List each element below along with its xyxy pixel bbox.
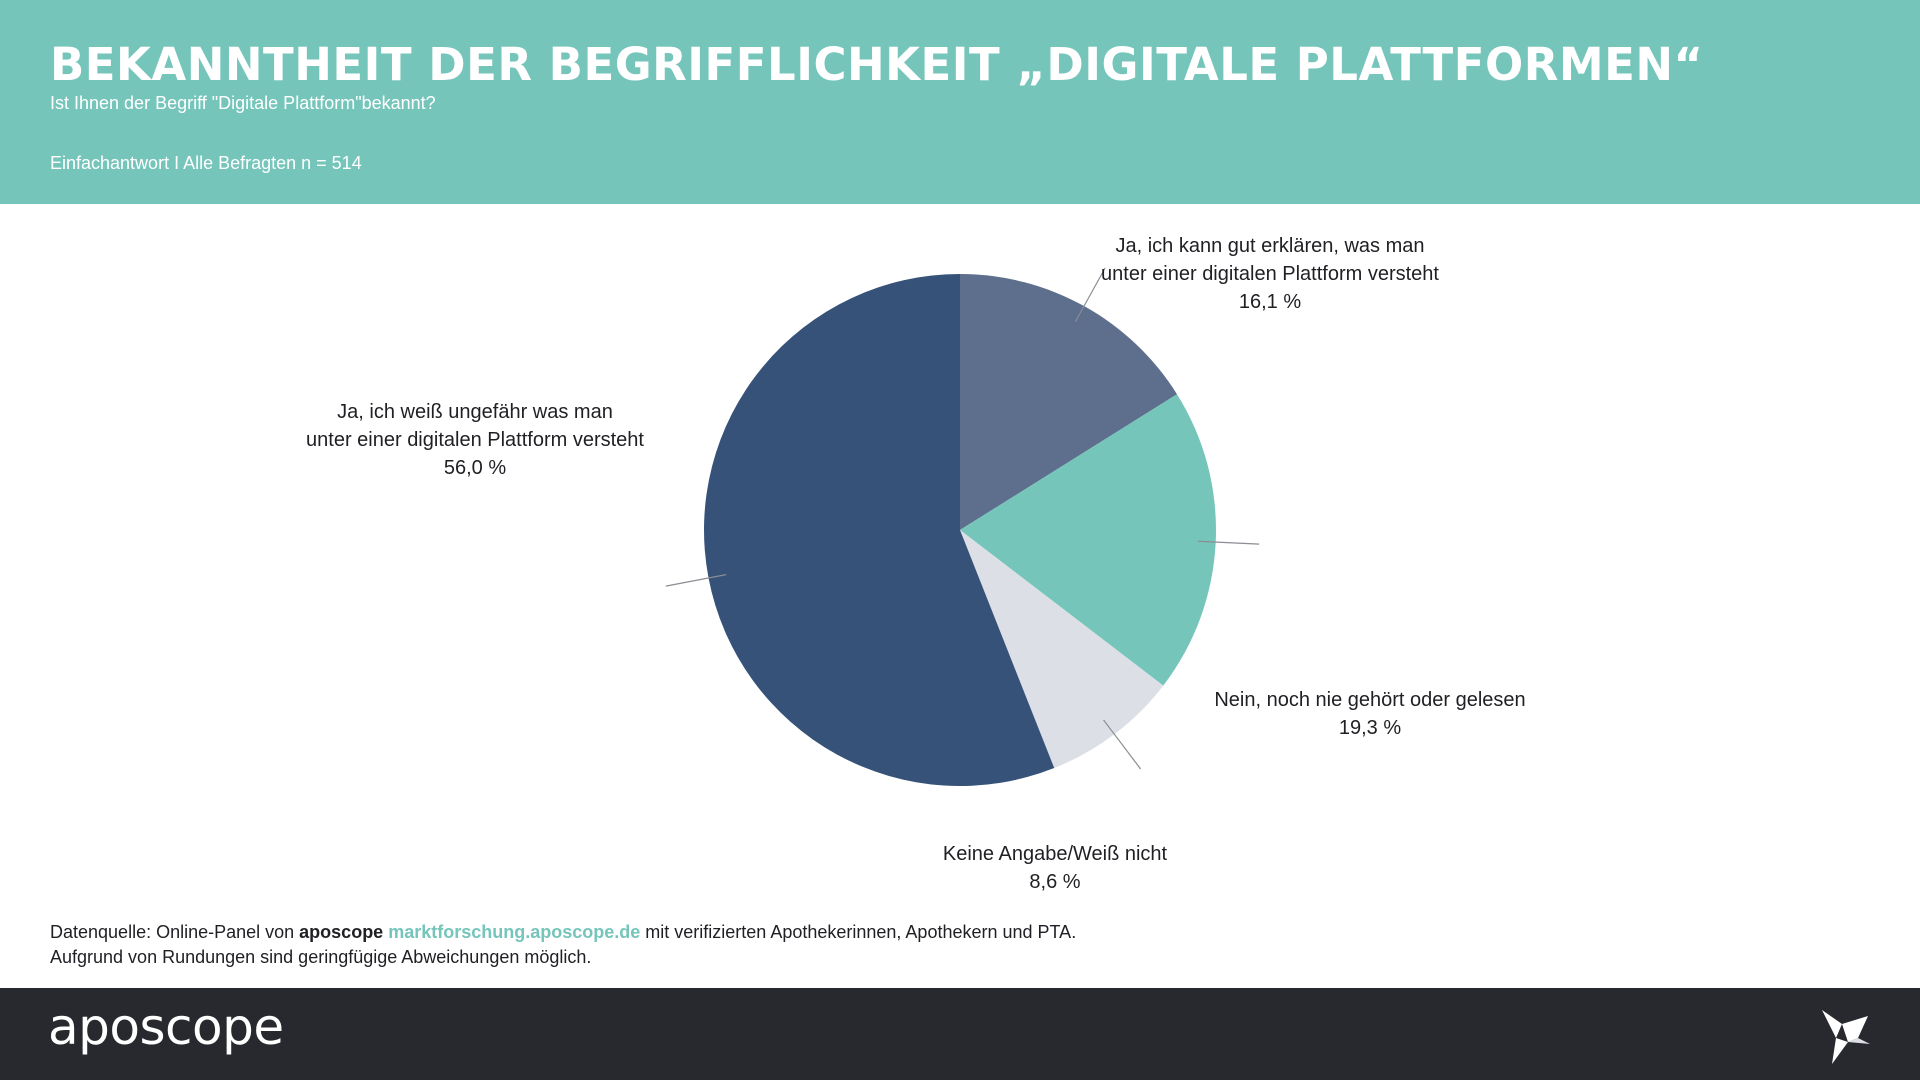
slice-label-keine-angabe: Keine Angabe/Weiß nicht 8,6 % <box>910 840 1200 896</box>
header-banner: BEKANNTHEIT DER BEGRIFFLICHKEIT „DIGITAL… <box>0 0 1920 204</box>
source-link[interactable]: marktforschung.aposcope.de <box>388 922 641 942</box>
slice-label-ungefaehr: Ja, ich weiß ungefähr was man unter eine… <box>290 398 660 482</box>
footer-bar: aposcope <box>0 988 1920 1080</box>
slice-nie-gehoert <box>960 394 1216 686</box>
slice-label-nie-gehoert: Nein, noch nie gehört oder gelesen 19,3 … <box>1200 686 1540 742</box>
slice-label-gut-erklaeren: Ja, ich kann gut erklären, was man unter… <box>1090 232 1450 316</box>
slice-value-label: 8,6 % <box>1029 871 1081 893</box>
slice-keine-angabe <box>960 530 1164 769</box>
source-suffix: mit verifizierten Apothekerinnen, Apothe… <box>640 922 1077 942</box>
slice-gut-erklaeren <box>960 274 1178 530</box>
aposcope-logo: aposcope <box>48 998 284 1056</box>
slice-value-label: 19,3 % <box>1338 717 1402 739</box>
source-line: Datenquelle: Online-Panel von aposcope m… <box>50 920 1076 945</box>
page-title: BEKANNTHEIT DER BEGRIFFLICHKEIT „DIGITAL… <box>50 38 1704 91</box>
slice-label-line: Keine Angabe/Weiß nicht <box>942 843 1168 865</box>
sample-info: Einfachantwort I Alle Befragten n = 514 <box>50 153 362 173</box>
slice-value-label: 16,1 % <box>1238 291 1302 313</box>
leader-line <box>1074 267 1106 323</box>
slice-label-line: unter einer digitalen Plattform versteht <box>306 429 644 451</box>
slice-ungefaehr <box>704 274 1055 786</box>
slice-label-line: unter einer digitalen Plattform versteht <box>1101 263 1439 285</box>
slice-label-line: Ja, ich weiß ungefähr was man <box>337 401 613 423</box>
source-prefix: Datenquelle: Online-Panel von <box>50 922 300 942</box>
leader-line <box>1197 540 1260 545</box>
slice-value-label: 56,0 % <box>443 457 507 479</box>
rounding-note: Aufgrund von Rundungen sind geringfügige… <box>50 947 592 967</box>
data-source-note: Datenquelle: Online-Panel von aposcope m… <box>50 920 1076 970</box>
slice-label-line: Nein, noch nie gehört oder gelesen <box>1214 689 1526 711</box>
slice-label-line: Ja, ich kann gut erklären, was man <box>1115 235 1425 257</box>
leader-line <box>1103 719 1142 770</box>
question-subtitle: Ist Ihnen der Begriff "Digitale Plattfor… <box>50 93 436 113</box>
leader-line <box>665 574 727 587</box>
origami-bird-icon <box>1822 1010 1870 1064</box>
source-brand: aposcope <box>299 922 384 942</box>
